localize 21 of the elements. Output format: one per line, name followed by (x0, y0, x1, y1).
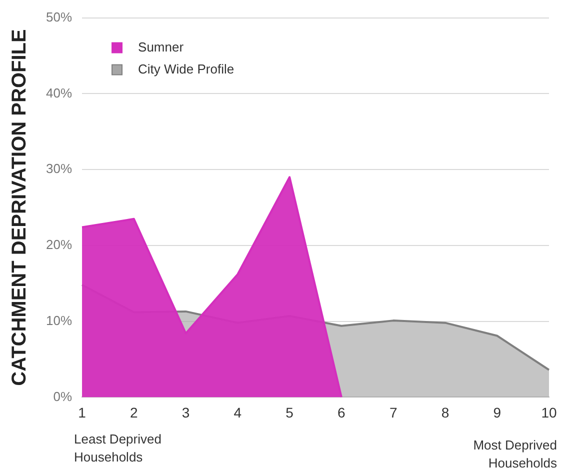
y-tick-label: 30% (46, 161, 72, 176)
x-tick-label: 10 (541, 404, 557, 420)
y-tick-label: 50% (46, 9, 72, 24)
text: Least Deprived Households (74, 431, 162, 464)
legend-label: City Wide Profile (138, 61, 234, 76)
y-axis-title: CATCHMENT DEPRIVATION PROFILE (8, 29, 31, 386)
x-tick-label: 8 (441, 404, 450, 420)
x-tick-label: 9 (493, 404, 502, 420)
x-tick-label: 3 (182, 404, 190, 420)
x-tick-label: 2 (130, 404, 138, 420)
legend-label: Sumner (138, 39, 184, 54)
x-tick-label: 7 (389, 404, 398, 420)
x-tick-label: 6 (338, 404, 346, 420)
y-tick-label: 0% (53, 388, 72, 404)
y-tick-label: 10% (46, 312, 72, 328)
x-tick-label: 5 (286, 404, 294, 420)
y-tick-label: 40% (46, 85, 72, 100)
text: Most Deprived Households (473, 437, 558, 470)
y-tick-label: 20% (46, 237, 72, 252)
x-tick-label: 4 (234, 404, 242, 420)
x-tick-label: 1 (78, 404, 86, 420)
